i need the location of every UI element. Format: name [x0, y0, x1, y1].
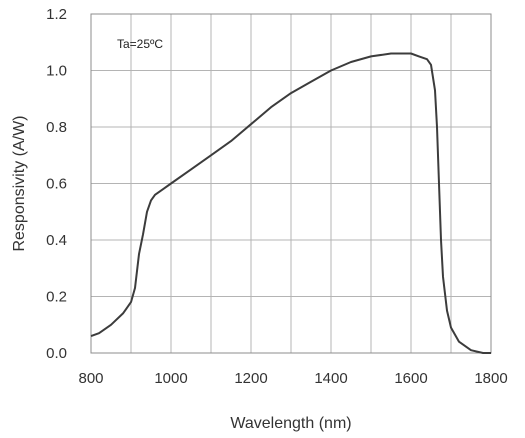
x-tick-labels: 800 1000 1200 1400 1600 1800 — [78, 370, 507, 387]
y-tick-label: 1.0 — [46, 63, 67, 80]
y-tick-label: 0.8 — [46, 119, 67, 136]
y-axis-label: Responsivity (A/W) — [11, 115, 28, 251]
x-tick-label: 1400 — [314, 370, 347, 387]
x-tick-label: 1600 — [394, 370, 427, 387]
y-tick-label: 0.2 — [46, 289, 67, 306]
x-tick-label: 800 — [78, 370, 103, 387]
temperature-annotation: Ta=25ºC — [117, 37, 163, 51]
plot-frame — [90, 13, 492, 354]
y-tick-label: 0.4 — [46, 232, 67, 249]
x-tick-label: 1200 — [234, 370, 267, 387]
y-tick-label: 0.0 — [46, 345, 67, 362]
y-tick-labels: 0.0 0.2 0.4 0.6 0.8 1.0 1.2 — [46, 6, 67, 362]
responsivity-curve — [90, 52, 491, 354]
y-tick-label: 1.2 — [46, 6, 67, 23]
y-tick-label: 0.6 — [46, 176, 67, 193]
x-axis-label: Wavelength (nm) — [230, 415, 351, 432]
x-tick-label: 1800 — [474, 370, 507, 387]
x-tick-label: 1000 — [154, 370, 187, 387]
